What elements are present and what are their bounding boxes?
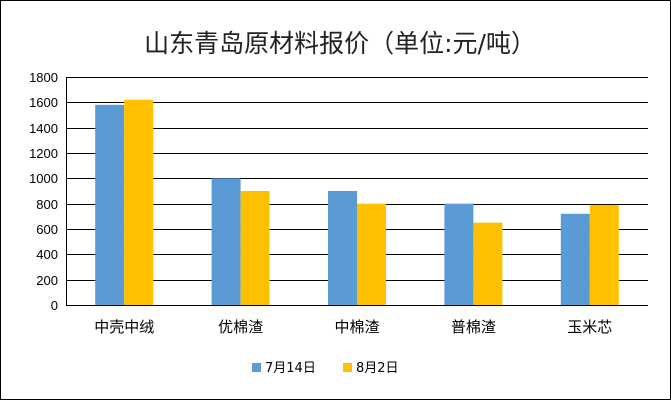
- y-tick-label: 0: [51, 298, 58, 313]
- bar-series1: [560, 213, 590, 305]
- legend-label: 7月14日: [265, 361, 316, 376]
- bar-series1: [444, 203, 474, 305]
- axes: [66, 77, 648, 306]
- bar-series1: [95, 104, 125, 305]
- y-tick-label: 1800: [29, 70, 58, 85]
- legend-swatch: [343, 363, 352, 372]
- bars: [95, 99, 619, 305]
- y-tick-label: 1200: [29, 146, 58, 161]
- legend-label: 8月2日: [356, 361, 399, 376]
- y-tick-label: 1400: [29, 121, 58, 136]
- y-tick-label: 200: [36, 273, 58, 288]
- y-axis-ticks: 0 200 400 600 800 1000 1200 1400 1600 1800: [29, 70, 58, 313]
- bar-series2: [589, 204, 619, 305]
- x-category-label: 优棉渣: [218, 318, 263, 336]
- y-tick-label: 400: [36, 247, 58, 262]
- x-category-label: 中壳中绒: [94, 318, 154, 336]
- bar-series1: [328, 191, 357, 305]
- x-category-label: 普棉渣: [451, 318, 496, 336]
- bar-series2: [240, 191, 270, 305]
- y-tick-label: 1600: [29, 95, 58, 110]
- x-category-label: 中棉渣: [334, 318, 379, 336]
- y-tick-label: 800: [36, 197, 58, 212]
- x-axis-labels: 中壳中绒 优棉渣 中棉渣 普棉渣 玉米芯: [94, 318, 612, 336]
- bar-series2: [124, 99, 154, 305]
- bar-series2: [357, 203, 386, 305]
- y-tick-label: 1000: [29, 171, 58, 186]
- x-category-label: 玉米芯: [567, 318, 612, 336]
- bar-series2: [473, 222, 503, 305]
- chart-title: 山东青岛原材料报价（单位:元/吨）: [144, 29, 536, 58]
- y-tick-label: 600: [36, 222, 58, 237]
- legend-swatch: [252, 363, 261, 372]
- bar-series1: [211, 178, 241, 305]
- legend: 7月14日 8月2日: [252, 361, 399, 376]
